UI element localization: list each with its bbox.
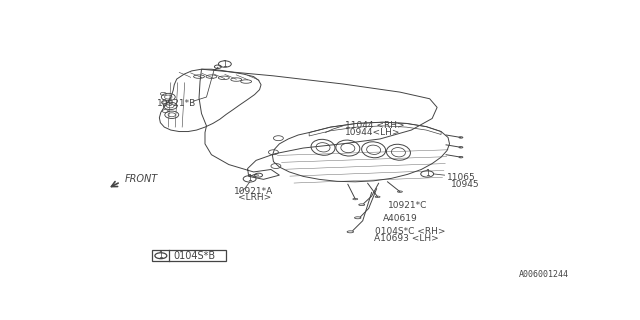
Text: 1: 1 bbox=[247, 174, 252, 183]
Text: A006001244: A006001244 bbox=[518, 270, 568, 279]
Text: <LRH>: <LRH> bbox=[237, 193, 271, 202]
Text: 0104S*C <RH>: 0104S*C <RH> bbox=[375, 227, 445, 236]
Text: FRONT: FRONT bbox=[125, 174, 158, 184]
Text: 10945: 10945 bbox=[451, 180, 479, 189]
Text: 11044 <RH>: 11044 <RH> bbox=[346, 121, 405, 130]
Text: 1: 1 bbox=[159, 251, 163, 260]
Text: 1: 1 bbox=[223, 60, 227, 68]
Text: 10921*C: 10921*C bbox=[388, 202, 427, 211]
Text: 10944<LH>: 10944<LH> bbox=[346, 128, 401, 137]
Text: 0104S*B: 0104S*B bbox=[173, 251, 216, 261]
Text: A10693 <LH>: A10693 <LH> bbox=[374, 234, 438, 243]
Text: 10921*A: 10921*A bbox=[234, 187, 273, 196]
Text: 11065: 11065 bbox=[447, 173, 476, 182]
Text: 1: 1 bbox=[425, 169, 429, 179]
Text: 10921*B: 10921*B bbox=[157, 99, 196, 108]
Text: A40619: A40619 bbox=[383, 214, 417, 223]
